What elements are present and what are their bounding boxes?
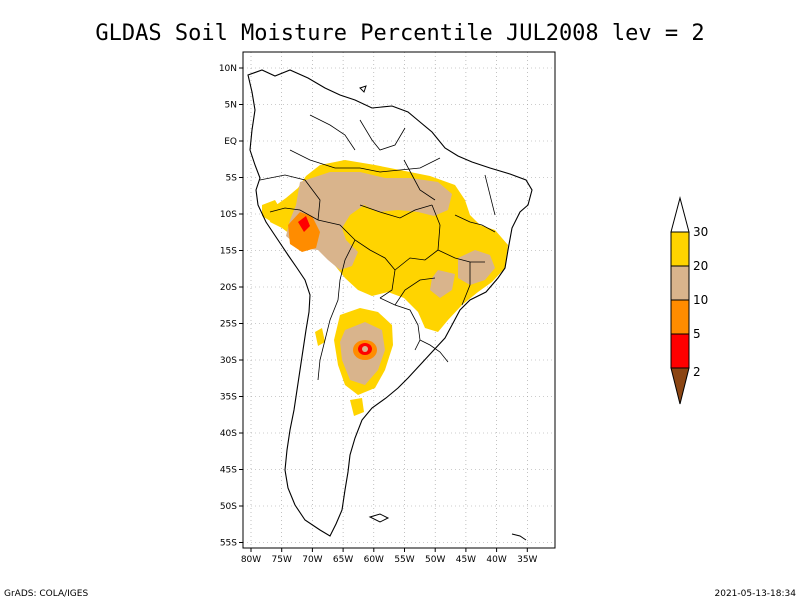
shade-hole-argentina (362, 346, 368, 352)
lat-tick-label: 35S (220, 393, 237, 403)
country-borders (259, 114, 496, 381)
latitude-axis: 10N 5N EQ 5S 10S 15S 20S 25S 30S 35S 40S 45S 50S 55S (219, 64, 243, 549)
lon-tick-label: 50W (425, 555, 445, 565)
lon-tick-label: 70W (302, 555, 322, 565)
lon-tick-label: 45W (456, 555, 476, 565)
lat-tick-label: 5N (225, 101, 237, 111)
longitude-axis: 80W 75W 70W 65W 60W 55W 50W 45W 40W 35W (241, 548, 538, 565)
lat-tick-label: 10S (220, 210, 237, 220)
colorbar-label-30: 30 (693, 225, 708, 239)
colorbar-label-5: 5 (693, 327, 701, 341)
lat-tick-label: 15S (220, 247, 237, 257)
colorbar-below-2 (670, 367, 690, 405)
lat-tick-label: 5S (226, 174, 238, 184)
south-georgia (511, 533, 527, 541)
colorbar-2-5 (670, 333, 690, 369)
footer-credit: GrADS: COLA/IGES (4, 589, 88, 599)
colorbar-label-2: 2 (693, 365, 701, 379)
shade-20-30-west (262, 200, 282, 222)
shade-10-20-east (458, 250, 495, 285)
percentile-shading (262, 160, 508, 416)
colorbar-10-20 (670, 265, 690, 301)
shade-20-30-coast (315, 328, 325, 346)
shade-2-5-peru (298, 216, 310, 232)
lat-tick-label: EQ (224, 137, 237, 147)
lat-tick-label: 55S (220, 539, 237, 549)
colorbar: 30 20 10 5 2 (670, 196, 708, 405)
lon-tick-label: 80W (241, 555, 261, 565)
lon-tick-label: 65W (333, 555, 353, 565)
lon-tick-label: 40W (486, 555, 506, 565)
lat-tick-label: 20S (220, 283, 237, 293)
lon-tick-label: 60W (364, 555, 384, 565)
shade-10-20-amazon (286, 172, 452, 270)
footer-timestamp: 2021-05-13-18:34 (715, 589, 797, 599)
lon-tick-label: 75W (272, 555, 292, 565)
south-america-coastline (247, 69, 533, 537)
map-frame (242, 51, 556, 549)
lat-tick-label: 10N (219, 64, 237, 74)
map-panel (242, 51, 556, 549)
map-title: GLDAS Soil Moisture Percentile JUL2008 l… (95, 21, 704, 46)
colorbar-20-30 (670, 231, 690, 267)
falklands (368, 513, 390, 523)
lat-tick-label: 25S (220, 320, 237, 330)
lon-tick-label: 35W (517, 555, 537, 565)
lat-tick-label: 50S (220, 502, 237, 512)
colorbar-label-10: 10 (693, 293, 708, 307)
trinidad (359, 85, 367, 93)
shade-10-20-south (430, 270, 455, 298)
colorbar-above-30 (670, 196, 690, 233)
lon-tick-label: 55W (394, 555, 414, 565)
lat-tick-label: 45S (220, 466, 237, 476)
lat-tick-label: 30S (220, 356, 237, 366)
shade-20-30-patagonia (350, 398, 364, 416)
colorbar-5-10 (670, 299, 690, 335)
lat-tick-label: 40S (220, 429, 237, 439)
colorbar-label-20: 20 (693, 259, 708, 273)
